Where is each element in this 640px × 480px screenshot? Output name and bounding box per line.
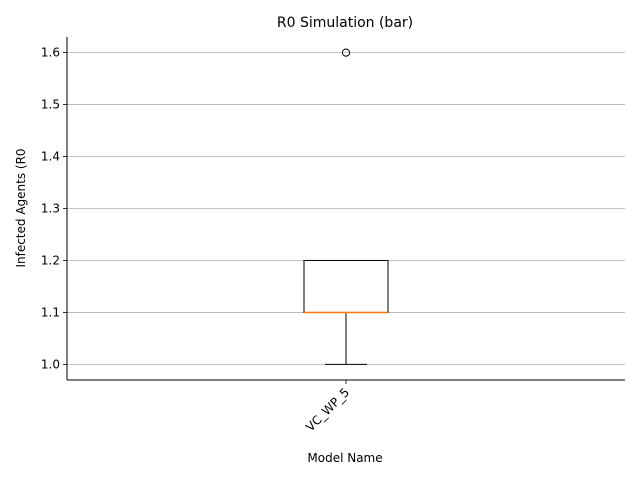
y-tick-label: 1.3 (41, 202, 60, 216)
y-tick-label: 1.2 (41, 253, 60, 267)
y-tick-label: 1.5 (41, 98, 60, 112)
chart-title: R0 Simulation (bar) (277, 15, 413, 31)
y-tick-label: 1.0 (41, 357, 60, 371)
y-tick-label: 1.1 (41, 305, 60, 319)
x-tick-label: VC_WP_5 (303, 385, 352, 434)
y-axis-title: Infected Agents (R0 (14, 148, 28, 267)
y-tick-label: 1.4 (41, 150, 60, 164)
box-group (303, 48, 389, 365)
y-axis-ticks: 1.0 1.1 1.2 1.3 1.4 1.5 1.6 (41, 46, 67, 371)
box-iqr (303, 259, 389, 313)
outlier-point (341, 48, 351, 57)
x-axis-title: Model Name (307, 451, 382, 465)
y-tick-label: 1.6 (41, 46, 60, 60)
x-axis-ticks: VC_WP_5 (303, 380, 352, 434)
box-series (303, 48, 389, 365)
